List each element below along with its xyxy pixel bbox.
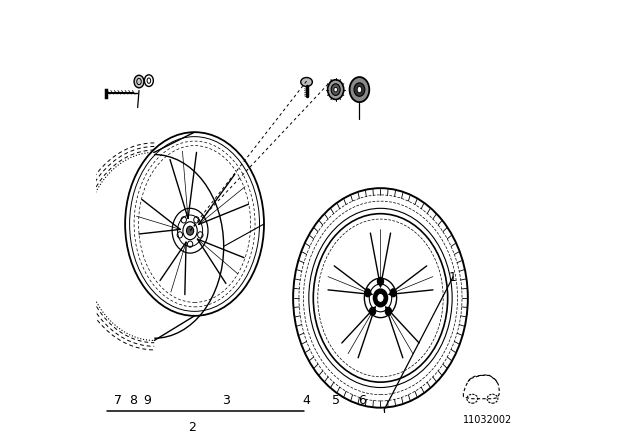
Ellipse shape xyxy=(378,277,383,285)
Text: 11032002: 11032002 xyxy=(463,415,513,425)
Ellipse shape xyxy=(357,86,362,93)
Ellipse shape xyxy=(354,83,365,96)
Text: 8: 8 xyxy=(129,394,137,408)
Text: 4: 4 xyxy=(303,394,310,408)
Ellipse shape xyxy=(186,226,194,235)
Text: 5: 5 xyxy=(332,394,340,408)
Ellipse shape xyxy=(134,75,144,88)
Ellipse shape xyxy=(301,78,312,86)
Ellipse shape xyxy=(369,307,376,315)
Text: 7: 7 xyxy=(113,394,122,408)
Ellipse shape xyxy=(374,289,387,306)
Text: 2: 2 xyxy=(188,421,196,435)
Ellipse shape xyxy=(328,80,344,99)
Ellipse shape xyxy=(385,307,392,315)
Text: 3: 3 xyxy=(222,394,230,408)
Ellipse shape xyxy=(377,293,384,302)
Ellipse shape xyxy=(332,84,340,95)
Text: 1: 1 xyxy=(448,271,456,284)
Ellipse shape xyxy=(390,289,396,297)
Ellipse shape xyxy=(334,87,337,92)
Ellipse shape xyxy=(365,289,371,297)
Text: 6: 6 xyxy=(358,394,367,408)
Text: 9: 9 xyxy=(143,394,152,408)
Ellipse shape xyxy=(349,77,369,102)
